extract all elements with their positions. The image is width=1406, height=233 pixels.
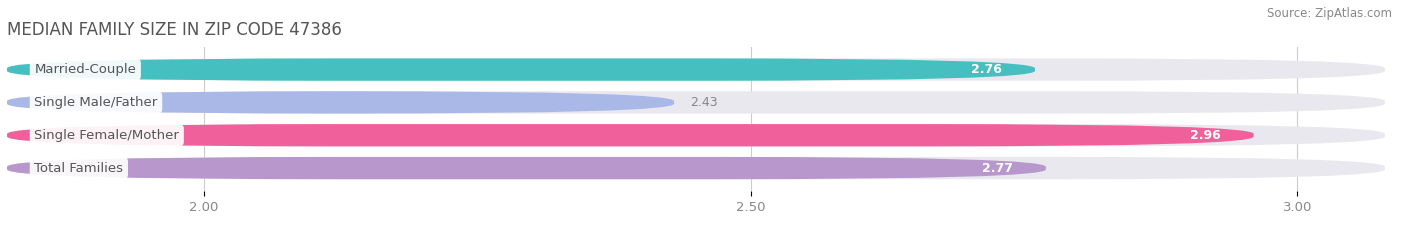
Text: Single Female/Mother: Single Female/Mother bbox=[34, 129, 179, 142]
FancyBboxPatch shape bbox=[7, 124, 1385, 146]
Text: Single Male/Father: Single Male/Father bbox=[34, 96, 157, 109]
Text: Total Families: Total Families bbox=[34, 161, 124, 175]
Text: 2.96: 2.96 bbox=[1189, 129, 1220, 142]
FancyBboxPatch shape bbox=[7, 91, 673, 113]
Text: Married-Couple: Married-Couple bbox=[34, 63, 136, 76]
FancyBboxPatch shape bbox=[7, 91, 1385, 113]
Text: MEDIAN FAMILY SIZE IN ZIP CODE 47386: MEDIAN FAMILY SIZE IN ZIP CODE 47386 bbox=[7, 21, 342, 39]
FancyBboxPatch shape bbox=[7, 124, 1254, 146]
Text: 2.43: 2.43 bbox=[690, 96, 718, 109]
Text: Source: ZipAtlas.com: Source: ZipAtlas.com bbox=[1267, 7, 1392, 20]
FancyBboxPatch shape bbox=[7, 58, 1035, 81]
Text: 2.76: 2.76 bbox=[972, 63, 1002, 76]
Text: 2.77: 2.77 bbox=[983, 161, 1014, 175]
FancyBboxPatch shape bbox=[7, 58, 1385, 81]
FancyBboxPatch shape bbox=[7, 157, 1046, 179]
FancyBboxPatch shape bbox=[7, 157, 1385, 179]
